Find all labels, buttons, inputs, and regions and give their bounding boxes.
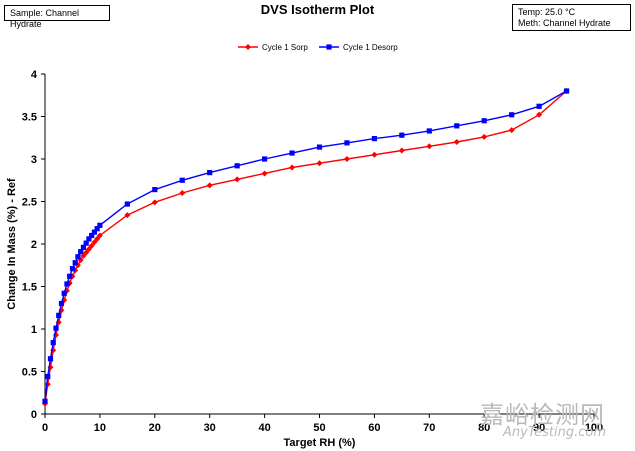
meth-label: Meth: Channel Hydrate [518, 18, 611, 28]
data-point-cycle-1-desorp [91, 229, 98, 235]
data-point-cycle-1-desorp [399, 132, 405, 138]
data-point-cycle-1-desorp [426, 128, 432, 134]
data-point-cycle-1-desorp [64, 281, 70, 287]
data-point-cycle-1-desorp [97, 222, 103, 228]
series-line-cycle-1-desorp [44, 90, 567, 402]
data-point-cycle-1-sorp [398, 147, 405, 154]
data-point-cycle-1-sorp [206, 182, 213, 189]
data-point-cycle-1-sorp [316, 160, 323, 167]
data-point-cycle-1-desorp [94, 226, 100, 232]
chart-title: DVS Isotherm Plot [260, 2, 375, 17]
data-point-cycle-1-sorp [91, 239, 98, 246]
data-point-cycle-1-sorp [536, 111, 543, 118]
data-point-cycle-1-sorp [343, 156, 350, 162]
data-point-cycle-1-sorp [453, 139, 460, 145]
y-tick-label: 2.5 [22, 197, 37, 209]
y-tick-label: 0 [31, 409, 37, 421]
data-point-cycle-1-sorp [94, 235, 101, 242]
x-tick-label: 10 [94, 422, 106, 434]
series-line-cycle-1-sorp [44, 90, 567, 404]
method-info-box: Temp: 25.0 °C Meth: Channel Hydrate [512, 4, 631, 31]
x-tick-label: 100 [585, 422, 603, 434]
data-point-cycle-1-desorp [72, 260, 78, 266]
data-point-cycle-1-desorp [289, 150, 295, 156]
x-axis-label: Target RH (%) [284, 437, 356, 449]
data-point-cycle-1-desorp [89, 232, 95, 239]
sample-info-box: Sample: Channel Hydrate [4, 5, 110, 29]
data-point-cycle-1-sorp [83, 249, 90, 256]
data-point-cycle-1-sorp [96, 232, 103, 239]
data-point-cycle-1-desorp [67, 273, 73, 279]
x-tick-label: 50 [313, 422, 325, 434]
data-point-cycle-1-desorp [78, 249, 84, 255]
data-point-cycle-1-desorp [371, 136, 377, 142]
x-tick-label: 60 [368, 422, 380, 434]
data-point-cycle-1-desorp [83, 240, 89, 246]
x-tick-label: 70 [423, 422, 435, 434]
data-point-cycle-1-desorp [344, 140, 350, 146]
data-point-cycle-1-desorp [86, 236, 92, 242]
data-point-cycle-1-sorp [80, 252, 87, 259]
data-point-cycle-1-desorp [69, 266, 76, 272]
data-point-cycle-1-sorp [85, 246, 92, 253]
legend-label-cycle-1-desorp: Cycle 1 Desorp [343, 43, 398, 52]
y-tick-label: 2 [31, 239, 37, 251]
data-point-cycle-1-sorp [179, 190, 186, 196]
data-point-cycle-1-sorp [508, 127, 515, 134]
data-point-cycle-1-desorp [179, 177, 185, 183]
data-point-cycle-1-desorp [58, 300, 65, 307]
data-point-cycle-1-desorp [262, 156, 268, 162]
data-point-cycle-1-desorp [454, 123, 460, 129]
data-point-cycle-1-sorp [88, 242, 95, 249]
data-point-cycle-1-sorp [481, 133, 488, 140]
legend-marker-cycle-1-desorp [326, 44, 332, 50]
data-point-cycle-1-desorp [316, 144, 323, 150]
x-tick-label: 90 [533, 422, 545, 434]
legend-label-cycle-1-sorp: Cycle 1 Sorp [262, 43, 308, 52]
data-point-cycle-1-desorp [536, 103, 542, 109]
data-point-cycle-1-sorp [289, 164, 296, 171]
data-point-cycle-1-desorp [53, 325, 59, 331]
data-point-cycle-1-desorp [42, 398, 48, 404]
y-axis-label: Change In Mass (%) - Ref [6, 178, 18, 310]
data-point-cycle-1-desorp [75, 254, 81, 260]
data-point-cycle-1-sorp [426, 143, 433, 150]
x-tick-label: 0 [42, 422, 48, 434]
x-tick-label: 30 [204, 422, 216, 434]
y-tick-label: 1 [31, 324, 37, 336]
x-tick-label: 40 [258, 422, 270, 434]
temp-label: Temp: 25.0 °C [518, 7, 576, 17]
watermark-cn: 嘉峪检测网 [480, 401, 605, 429]
data-point-cycle-1-sorp [261, 170, 268, 177]
data-point-cycle-1-desorp [152, 187, 158, 193]
y-tick-label: 4 [31, 69, 38, 81]
legend-marker-cycle-1-sorp [245, 44, 251, 50]
sample-label: Sample: Channel Hydrate [10, 8, 80, 29]
data-point-cycle-1-sorp [371, 151, 378, 158]
data-point-cycle-1-desorp [234, 163, 240, 169]
data-point-cycle-1-desorp [207, 170, 213, 176]
x-tick-label: 80 [478, 422, 490, 434]
data-point-cycle-1-desorp [50, 340, 56, 346]
data-point-cycle-1-desorp [61, 290, 67, 296]
data-point-cycle-1-desorp [47, 356, 54, 362]
data-point-cycle-1-sorp [124, 212, 131, 219]
data-point-cycle-1-sorp [234, 176, 241, 183]
data-point-cycle-1-desorp [56, 312, 62, 318]
watermark-en: AnyTesting.com [503, 425, 607, 440]
y-tick-label: 3 [31, 154, 37, 166]
x-tick-label: 20 [149, 422, 161, 434]
data-point-cycle-1-desorp [563, 88, 570, 94]
data-point-cycle-1-desorp [124, 201, 130, 207]
y-tick-label: 0.5 [22, 367, 37, 379]
data-point-cycle-1-desorp [509, 112, 515, 118]
y-tick-label: 3.5 [22, 112, 37, 124]
data-point-cycle-1-desorp [80, 244, 87, 250]
data-point-cycle-1-desorp [45, 374, 51, 380]
data-point-cycle-1-sorp [151, 199, 158, 206]
data-point-cycle-1-desorp [481, 118, 487, 124]
y-tick-label: 1.5 [22, 282, 37, 294]
